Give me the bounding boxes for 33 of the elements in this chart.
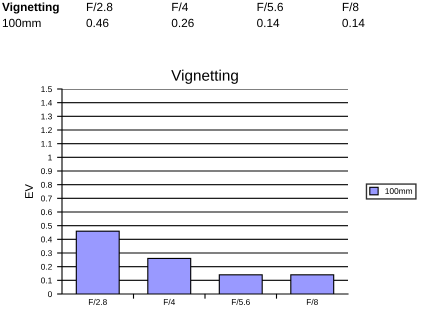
y-tick-label: 0.6 — [41, 209, 52, 216]
y-tick-label: 0.7 — [41, 196, 52, 202]
y-tick-label: 0 — [48, 291, 52, 298]
legend-label: 100mm — [385, 188, 412, 194]
text: 0.14 — [257, 18, 280, 28]
y-tick-label: 0.9 — [41, 168, 52, 174]
y-tick-label: 1.3 — [41, 114, 52, 120]
y-tick-label: 0.2 — [41, 264, 52, 270]
x-tick-label: F/8 — [306, 298, 318, 305]
y-tick-label: 1.4 — [41, 100, 52, 106]
text: 100mm — [2, 18, 41, 28]
text: 0.14 — [342, 18, 365, 28]
y-tick-label: 0.5 — [41, 222, 52, 229]
y-tick-label: 0.4 — [41, 236, 52, 242]
text: 0.46 — [86, 18, 108, 28]
x-tick-label: F/5.6 — [232, 298, 250, 305]
y-tick-label: 1.2 — [41, 127, 52, 134]
category-label: F/8 — [342, 2, 358, 12]
category-label: F/2.8 — [86, 2, 112, 12]
chart-title: Vignetting — [171, 70, 238, 84]
x-tick-label: F/2.8 — [88, 298, 107, 305]
category-label: F/4 — [172, 2, 188, 12]
y-axis-title: EV — [25, 184, 33, 198]
text: 0.26 — [172, 18, 194, 28]
y-tick-label: 0.3 — [41, 250, 52, 256]
y-tick-label: 0.1 — [41, 278, 52, 284]
y-tick-label: 0.8 — [41, 182, 52, 188]
y-tick-label: 1.1 — [41, 140, 52, 147]
chart-title: Vignetting — [2, 2, 59, 14]
x-tick-label: F/4 — [164, 298, 176, 305]
y-tick-label: 1 — [48, 154, 52, 160]
category-label: F/5.6 — [258, 2, 283, 12]
y-tick-label: 1.5 — [41, 86, 52, 92]
